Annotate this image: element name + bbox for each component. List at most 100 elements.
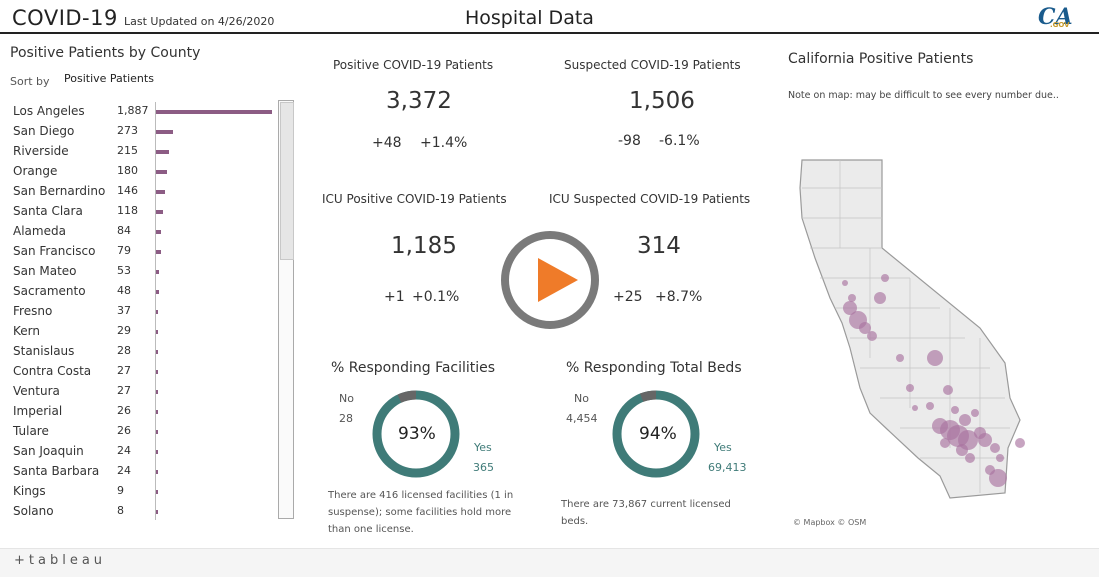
county-bubble[interactable] (906, 384, 914, 392)
county-bar (156, 350, 158, 354)
beds-note: There are 73,867 current licensed beds. (561, 499, 731, 527)
county-bubble[interactable] (843, 301, 857, 315)
kpi-icu-suspected-delta: +25 (613, 289, 643, 305)
county-row[interactable]: San Joaquin 24 (0, 442, 275, 462)
county-row[interactable]: San Bernardino 146 (0, 182, 275, 202)
play-icon[interactable] (500, 230, 600, 330)
county-row[interactable]: Sacramento 48 (0, 282, 275, 302)
kpi-suspected-pct: -6.1% (659, 133, 700, 149)
county-row[interactable]: Orange 180 (0, 162, 275, 182)
california-map[interactable] (790, 158, 1090, 503)
county-row[interactable]: San Diego 273 (0, 122, 275, 142)
county-bubble[interactable] (859, 322, 871, 334)
county-value: 215 (117, 144, 138, 157)
county-bubble[interactable] (959, 414, 971, 426)
county-bubble[interactable] (951, 406, 959, 414)
county-row[interactable]: Riverside 215 (0, 142, 275, 162)
sort-dropdown[interactable]: Positive Patients (64, 72, 154, 85)
kpi-icu-suspected-pct: +8.7% (655, 289, 703, 305)
county-name: Orange (13, 164, 58, 178)
county-bubble[interactable] (842, 280, 848, 286)
county-bubble[interactable] (990, 443, 1000, 453)
county-row[interactable]: Contra Costa 27 (0, 362, 275, 382)
county-row[interactable]: Santa Clara 118 (0, 202, 275, 222)
county-bar (156, 270, 160, 274)
facilities-note: There are 416 licensed facilities (1 in … (328, 490, 514, 535)
county-bubble[interactable] (896, 354, 904, 362)
kpi-icu-positive-title: ICU Positive COVID-19 Patients (322, 192, 507, 206)
county-name: Sacramento (13, 284, 86, 298)
county-bubble[interactable] (989, 469, 1007, 487)
facilities-donut (372, 390, 460, 478)
county-row[interactable]: Santa Barbara 24 (0, 462, 275, 482)
county-bar-list: Los Angeles 1,887 San Diego 273 Riverside 215… (0, 102, 275, 522)
app-title: COVID-19 (12, 6, 118, 30)
county-name: Alameda (13, 224, 66, 238)
county-name: Riverside (13, 144, 69, 158)
facilities-no-value: 28 (339, 412, 353, 425)
logo-gov-text: .GOV (1050, 21, 1070, 29)
facilities-no-label: No (339, 392, 354, 405)
county-bubble[interactable] (956, 444, 968, 456)
county-bubble[interactable] (881, 274, 889, 282)
county-bubble[interactable] (943, 385, 953, 395)
county-row[interactable]: Los Angeles 1,887 (0, 102, 275, 122)
county-row[interactable]: Tulare 26 (0, 422, 275, 442)
facilities-no-arc (372, 390, 460, 478)
kpi-icu-positive-value: 1,185 (391, 233, 457, 259)
county-list-scrollbar[interactable] (278, 100, 294, 519)
county-bar (156, 150, 170, 154)
county-name: Ventura (13, 384, 60, 398)
county-bubble[interactable] (927, 350, 943, 366)
county-bar (156, 470, 158, 474)
kpi-icu-suspected-value: 314 (637, 233, 681, 259)
map-credit: © Mapbox © OSM (793, 518, 867, 527)
county-name: Stanislaus (13, 344, 75, 358)
last-updated: Last Updated on 4/26/2020 (124, 15, 275, 28)
county-name: San Francisco (13, 244, 96, 258)
county-bubble[interactable] (965, 453, 975, 463)
facilities-yes-value: 365 (473, 461, 494, 474)
county-bubble[interactable] (912, 405, 918, 411)
county-value: 146 (117, 184, 138, 197)
county-bar (156, 370, 158, 374)
county-bubble[interactable] (996, 454, 1004, 462)
county-name: San Bernardino (13, 184, 106, 198)
county-row[interactable]: Ventura 27 (0, 382, 275, 402)
map-panel-title: California Positive Patients (788, 51, 974, 67)
county-row[interactable]: Kings 9 (0, 482, 275, 502)
county-row[interactable]: Fresno 37 (0, 302, 275, 322)
county-row[interactable]: Kern 29 (0, 322, 275, 342)
county-row[interactable]: Solano 8 (0, 502, 275, 522)
county-bubble[interactable] (1015, 438, 1025, 448)
county-name: San Joaquin (13, 444, 84, 458)
county-bar (156, 510, 158, 514)
facilities-donut-title: % Responding Facilities (331, 360, 496, 376)
county-bubble[interactable] (874, 292, 886, 304)
county-bubble[interactable] (848, 294, 856, 302)
county-bubble[interactable] (978, 433, 992, 447)
county-panel-title: Positive Patients by County (10, 45, 201, 61)
county-name: Santa Barbara (13, 464, 100, 478)
county-name: Los Angeles (13, 104, 85, 118)
tableau-logo[interactable]: +tableau (14, 553, 107, 568)
scrollbar-thumb[interactable] (280, 102, 294, 260)
county-row[interactable]: San Francisco 79 (0, 242, 275, 262)
county-bubble[interactable] (940, 438, 950, 448)
county-row[interactable]: San Mateo 53 (0, 262, 275, 282)
county-bubble[interactable] (926, 402, 934, 410)
ca-gov-logo[interactable]: CA .GOV (1036, 4, 1076, 32)
county-bubble[interactable] (971, 409, 979, 417)
county-name: Santa Clara (13, 204, 83, 218)
county-bubble[interactable] (867, 331, 877, 341)
beds-yes-value: 69,413 (708, 461, 747, 474)
county-row[interactable]: Imperial 26 (0, 402, 275, 422)
county-value: 26 (117, 424, 131, 437)
county-row[interactable]: Alameda 84 (0, 222, 275, 242)
county-value: 29 (117, 324, 131, 337)
county-row[interactable]: Stanislaus 28 (0, 342, 275, 362)
kpi-positive-pct: +1.4% (420, 135, 468, 151)
kpi-icu-positive-delta: +1 (384, 289, 405, 305)
facilities-yes-label: Yes (474, 441, 492, 454)
county-name: Kings (13, 484, 46, 498)
